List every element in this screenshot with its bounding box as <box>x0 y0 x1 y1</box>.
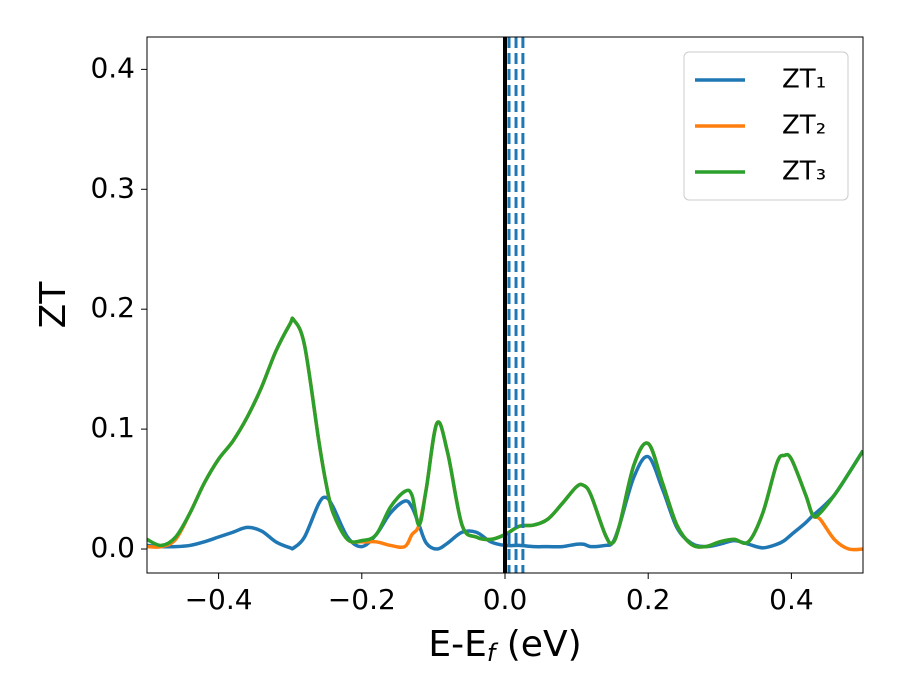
y-axis-label: ZT <box>33 281 74 329</box>
y-tick-label: 0.0 <box>90 531 135 564</box>
x-tick-label: 0.4 <box>769 583 814 616</box>
y-tick-label: 0.3 <box>90 171 135 204</box>
x-tick-label: 0.0 <box>483 583 528 616</box>
legend-box <box>683 51 849 201</box>
y-tick-label: 0.4 <box>90 51 135 84</box>
y-tick-label: 0.2 <box>90 291 135 324</box>
legend-label: ZT₃ <box>782 157 826 187</box>
plot-frame <box>146 36 864 574</box>
x-tick-label: −0.2 <box>328 583 396 616</box>
y-tick-label: 0.1 <box>90 411 135 444</box>
x-label-unit: (eV) <box>495 624 581 665</box>
x-tick-label: −0.4 <box>185 583 253 616</box>
legend-label: ZT₁ <box>782 65 826 95</box>
x-label-main: E-E <box>428 624 486 665</box>
x-axis-label: E-Ef (eV) <box>428 624 581 667</box>
legend-label: ZT₂ <box>782 111 826 141</box>
x-tick-label: 0.2 <box>626 583 671 616</box>
